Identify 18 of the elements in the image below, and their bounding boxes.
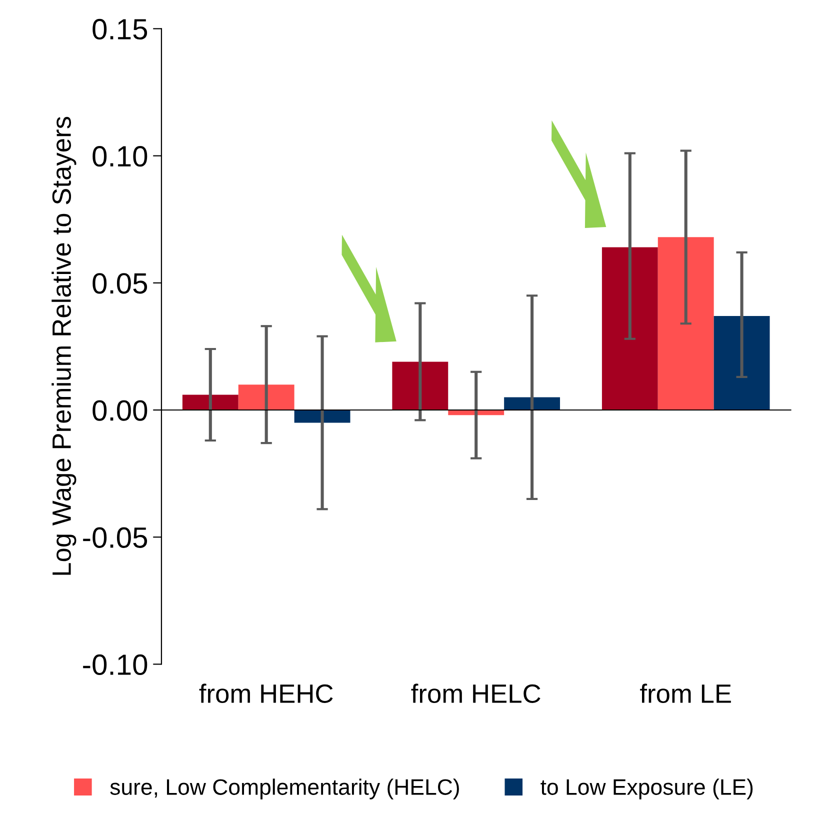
x-tick-label: from LE [640, 684, 731, 704]
y-axis-title: Log Wage Premium Relative to Stayers [52, 116, 76, 575]
bar [658, 237, 714, 410]
y-tick-label: -0.05 [83, 527, 148, 548]
legend-label: to Low Exposure (LE) [540, 778, 753, 800]
y-tick-label: 0.00 [92, 400, 148, 421]
x-tick-label: from HELC [411, 684, 540, 704]
bar [714, 316, 770, 410]
bar [392, 362, 448, 410]
y-tick-label: 0.05 [92, 273, 148, 294]
x-tick-label: from HEHC [199, 684, 333, 704]
bar [602, 247, 658, 410]
bar [238, 384, 294, 410]
y-tick-label: -0.10 [83, 654, 148, 676]
y-tick-label: 0.15 [92, 18, 148, 40]
legend-label: sure, Low Complementarity (HELC) [110, 778, 459, 800]
y-tick-label: 0.10 [92, 146, 148, 167]
bar [182, 394, 238, 410]
